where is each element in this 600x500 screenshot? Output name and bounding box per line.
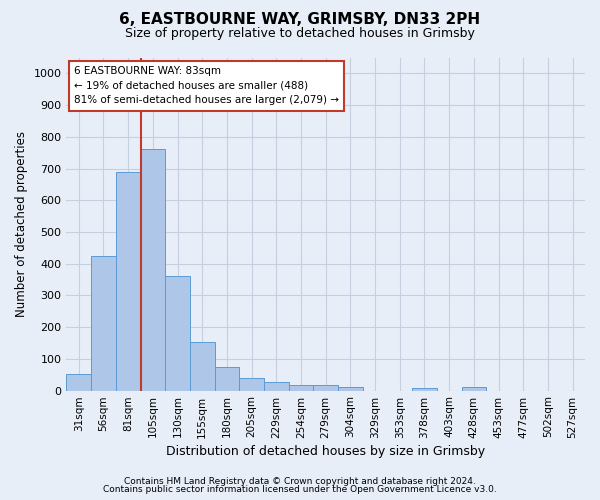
Y-axis label: Number of detached properties: Number of detached properties [15,131,28,317]
Bar [116,172,140,390]
Bar [338,388,363,390]
Bar [313,385,338,390]
Bar [461,387,486,390]
Bar [91,256,116,390]
Text: Contains public sector information licensed under the Open Government Licence v3: Contains public sector information licen… [103,485,497,494]
Bar [215,367,239,390]
Bar [140,150,165,390]
Bar [67,374,91,390]
Text: Contains HM Land Registry data © Crown copyright and database right 2024.: Contains HM Land Registry data © Crown c… [124,477,476,486]
Bar [239,378,264,390]
Bar [412,388,437,390]
Bar [264,382,289,390]
X-axis label: Distribution of detached houses by size in Grimsby: Distribution of detached houses by size … [166,444,485,458]
Text: 6 EASTBOURNE WAY: 83sqm
← 19% of detached houses are smaller (488)
81% of semi-d: 6 EASTBOURNE WAY: 83sqm ← 19% of detache… [74,66,339,106]
Text: Size of property relative to detached houses in Grimsby: Size of property relative to detached ho… [125,28,475,40]
Text: 6, EASTBOURNE WAY, GRIMSBY, DN33 2PH: 6, EASTBOURNE WAY, GRIMSBY, DN33 2PH [119,12,481,28]
Bar [289,385,313,390]
Bar [190,342,215,390]
Bar [165,276,190,390]
